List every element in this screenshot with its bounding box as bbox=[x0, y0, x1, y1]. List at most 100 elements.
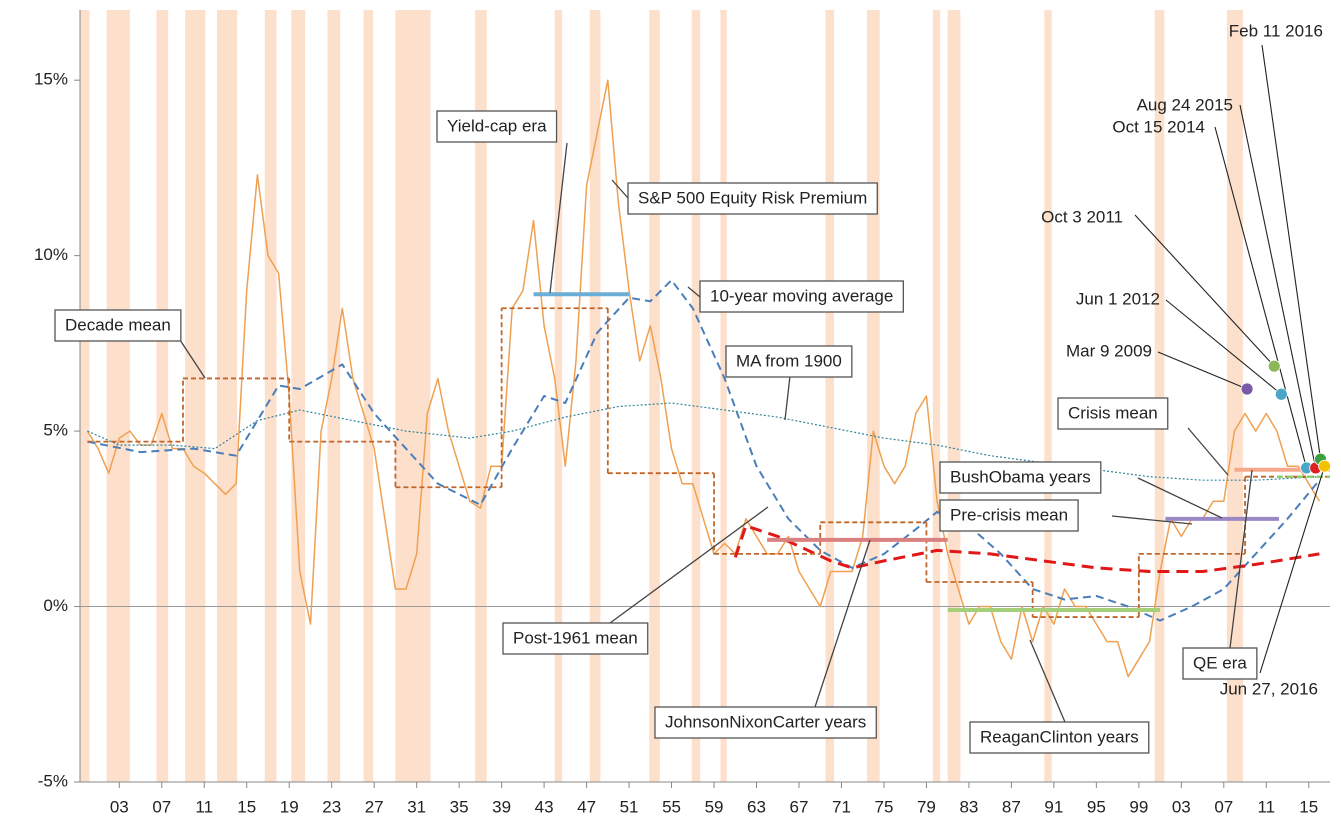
event-label: Oct 3 2011 bbox=[1041, 207, 1123, 226]
event-marker bbox=[1240, 382, 1254, 396]
recession-band bbox=[932, 10, 941, 782]
callout-label: BushObama years bbox=[950, 467, 1091, 486]
event-label: Oct 15 2014 bbox=[1112, 117, 1205, 136]
callout-label: ReaganClinton years bbox=[980, 727, 1139, 746]
recession-band bbox=[327, 10, 341, 782]
recession-band bbox=[264, 10, 277, 782]
callout-box bbox=[436, 110, 558, 143]
recession-band bbox=[589, 10, 601, 782]
event-label: Mar 9 2009 bbox=[1066, 341, 1152, 360]
x-tick-label: 99 bbox=[1129, 797, 1148, 816]
x-tick-label: 07 bbox=[1214, 797, 1233, 816]
x-tick-label: 59 bbox=[705, 797, 724, 816]
x-tick-label: 03 bbox=[110, 797, 129, 816]
callout-label: Decade mean bbox=[65, 315, 171, 334]
callout-box bbox=[654, 706, 877, 739]
callout-label: 10-year moving average bbox=[710, 286, 893, 305]
event-marker bbox=[1274, 387, 1288, 401]
recession-band bbox=[1154, 10, 1165, 782]
callout-label: Pre-crisis mean bbox=[950, 505, 1068, 524]
recession-band bbox=[475, 10, 487, 782]
y-tick-label: 15% bbox=[34, 70, 68, 89]
y-tick-label: 0% bbox=[43, 596, 68, 615]
x-tick-label: 67 bbox=[790, 797, 809, 816]
event-leader bbox=[1259, 466, 1326, 674]
series-line bbox=[87, 279, 1321, 622]
callout-label: S&P 500 Equity Risk Premium bbox=[638, 188, 867, 207]
callout-leader bbox=[611, 179, 629, 199]
callout-box bbox=[502, 622, 649, 655]
event-leader bbox=[1261, 44, 1322, 460]
callout-leader bbox=[549, 142, 568, 294]
recession-band bbox=[1226, 10, 1243, 782]
x-tick-label: 51 bbox=[620, 797, 639, 816]
recession-band bbox=[395, 10, 431, 782]
recession-band bbox=[185, 10, 206, 782]
x-tick-label: 43 bbox=[535, 797, 554, 816]
callout-label: Yield-cap era bbox=[447, 116, 547, 135]
x-tick-label: 63 bbox=[747, 797, 766, 816]
callout-leader bbox=[1029, 639, 1066, 723]
callout-box bbox=[54, 309, 182, 342]
x-tick-label: 95 bbox=[1087, 797, 1106, 816]
x-tick-label: 31 bbox=[407, 797, 426, 816]
x-tick-label: 03 bbox=[1172, 797, 1191, 816]
event-marker bbox=[1318, 459, 1331, 473]
callout-label: Post-1961 mean bbox=[513, 628, 638, 647]
recession-band bbox=[291, 10, 306, 782]
event-label: Jun 27, 2016 bbox=[1220, 679, 1318, 698]
callout-leader bbox=[1111, 515, 1193, 525]
callout-leader bbox=[784, 375, 791, 421]
series-line bbox=[86, 79, 1321, 678]
callout-label: JohnsonNixonCarter years bbox=[665, 712, 866, 731]
recession-band bbox=[554, 10, 563, 782]
callout-leader bbox=[687, 286, 701, 298]
y-tick-label: -5% bbox=[38, 771, 68, 790]
callout-label: MA from 1900 bbox=[736, 351, 842, 370]
event-leader bbox=[1239, 104, 1317, 469]
callout-box bbox=[939, 499, 1079, 532]
callout-box bbox=[1182, 647, 1258, 680]
x-tick-label: 39 bbox=[492, 797, 511, 816]
callout-leader bbox=[609, 506, 769, 624]
x-tick-label: 07 bbox=[152, 797, 171, 816]
y-tick-label: 10% bbox=[34, 245, 68, 264]
recession-band bbox=[720, 10, 727, 782]
event-leader bbox=[1134, 214, 1275, 367]
callout-leader bbox=[814, 539, 871, 708]
x-tick-label: 79 bbox=[917, 797, 936, 816]
callout-box bbox=[1057, 397, 1169, 430]
x-tick-label: 35 bbox=[450, 797, 469, 816]
x-tick-label: 23 bbox=[322, 797, 341, 816]
x-tick-label: 27 bbox=[365, 797, 384, 816]
x-tick-label: 55 bbox=[662, 797, 681, 816]
x-tick-label: 11 bbox=[1257, 797, 1275, 816]
recession-band bbox=[866, 10, 880, 782]
event-label: Jun 1 2012 bbox=[1076, 289, 1160, 308]
callout-leader bbox=[179, 339, 206, 379]
callout-box bbox=[725, 345, 853, 378]
recession-band bbox=[156, 10, 169, 782]
recession-band bbox=[363, 10, 374, 782]
x-tick-label: 19 bbox=[280, 797, 299, 816]
x-tick-label: 71 bbox=[832, 797, 851, 816]
recession-band bbox=[106, 10, 130, 782]
axes: -5% 0% 5% 10% 15% 03 07 11 15 19 23 27 31 35 39 43 47 51 5… bbox=[34, 10, 1330, 816]
recessions bbox=[80, 10, 1243, 782]
x-tick-label: 11 bbox=[195, 797, 213, 816]
callout-box bbox=[699, 280, 904, 313]
event-leader bbox=[1214, 126, 1308, 469]
callout-leader bbox=[1229, 469, 1253, 649]
callout-box bbox=[969, 721, 1150, 754]
event-label: Feb 11 2016 bbox=[1229, 21, 1323, 40]
y-tick-label: 5% bbox=[43, 421, 68, 440]
callout-box bbox=[627, 182, 878, 215]
event-marker bbox=[1267, 359, 1281, 373]
callout-label: Crisis mean bbox=[1068, 403, 1158, 422]
recession-band bbox=[947, 10, 961, 782]
x-tick-label: 91 bbox=[1044, 797, 1063, 816]
event-leader bbox=[1165, 299, 1282, 395]
x-tick-label: 15 bbox=[237, 797, 256, 816]
x-tick-label: 47 bbox=[577, 797, 596, 816]
